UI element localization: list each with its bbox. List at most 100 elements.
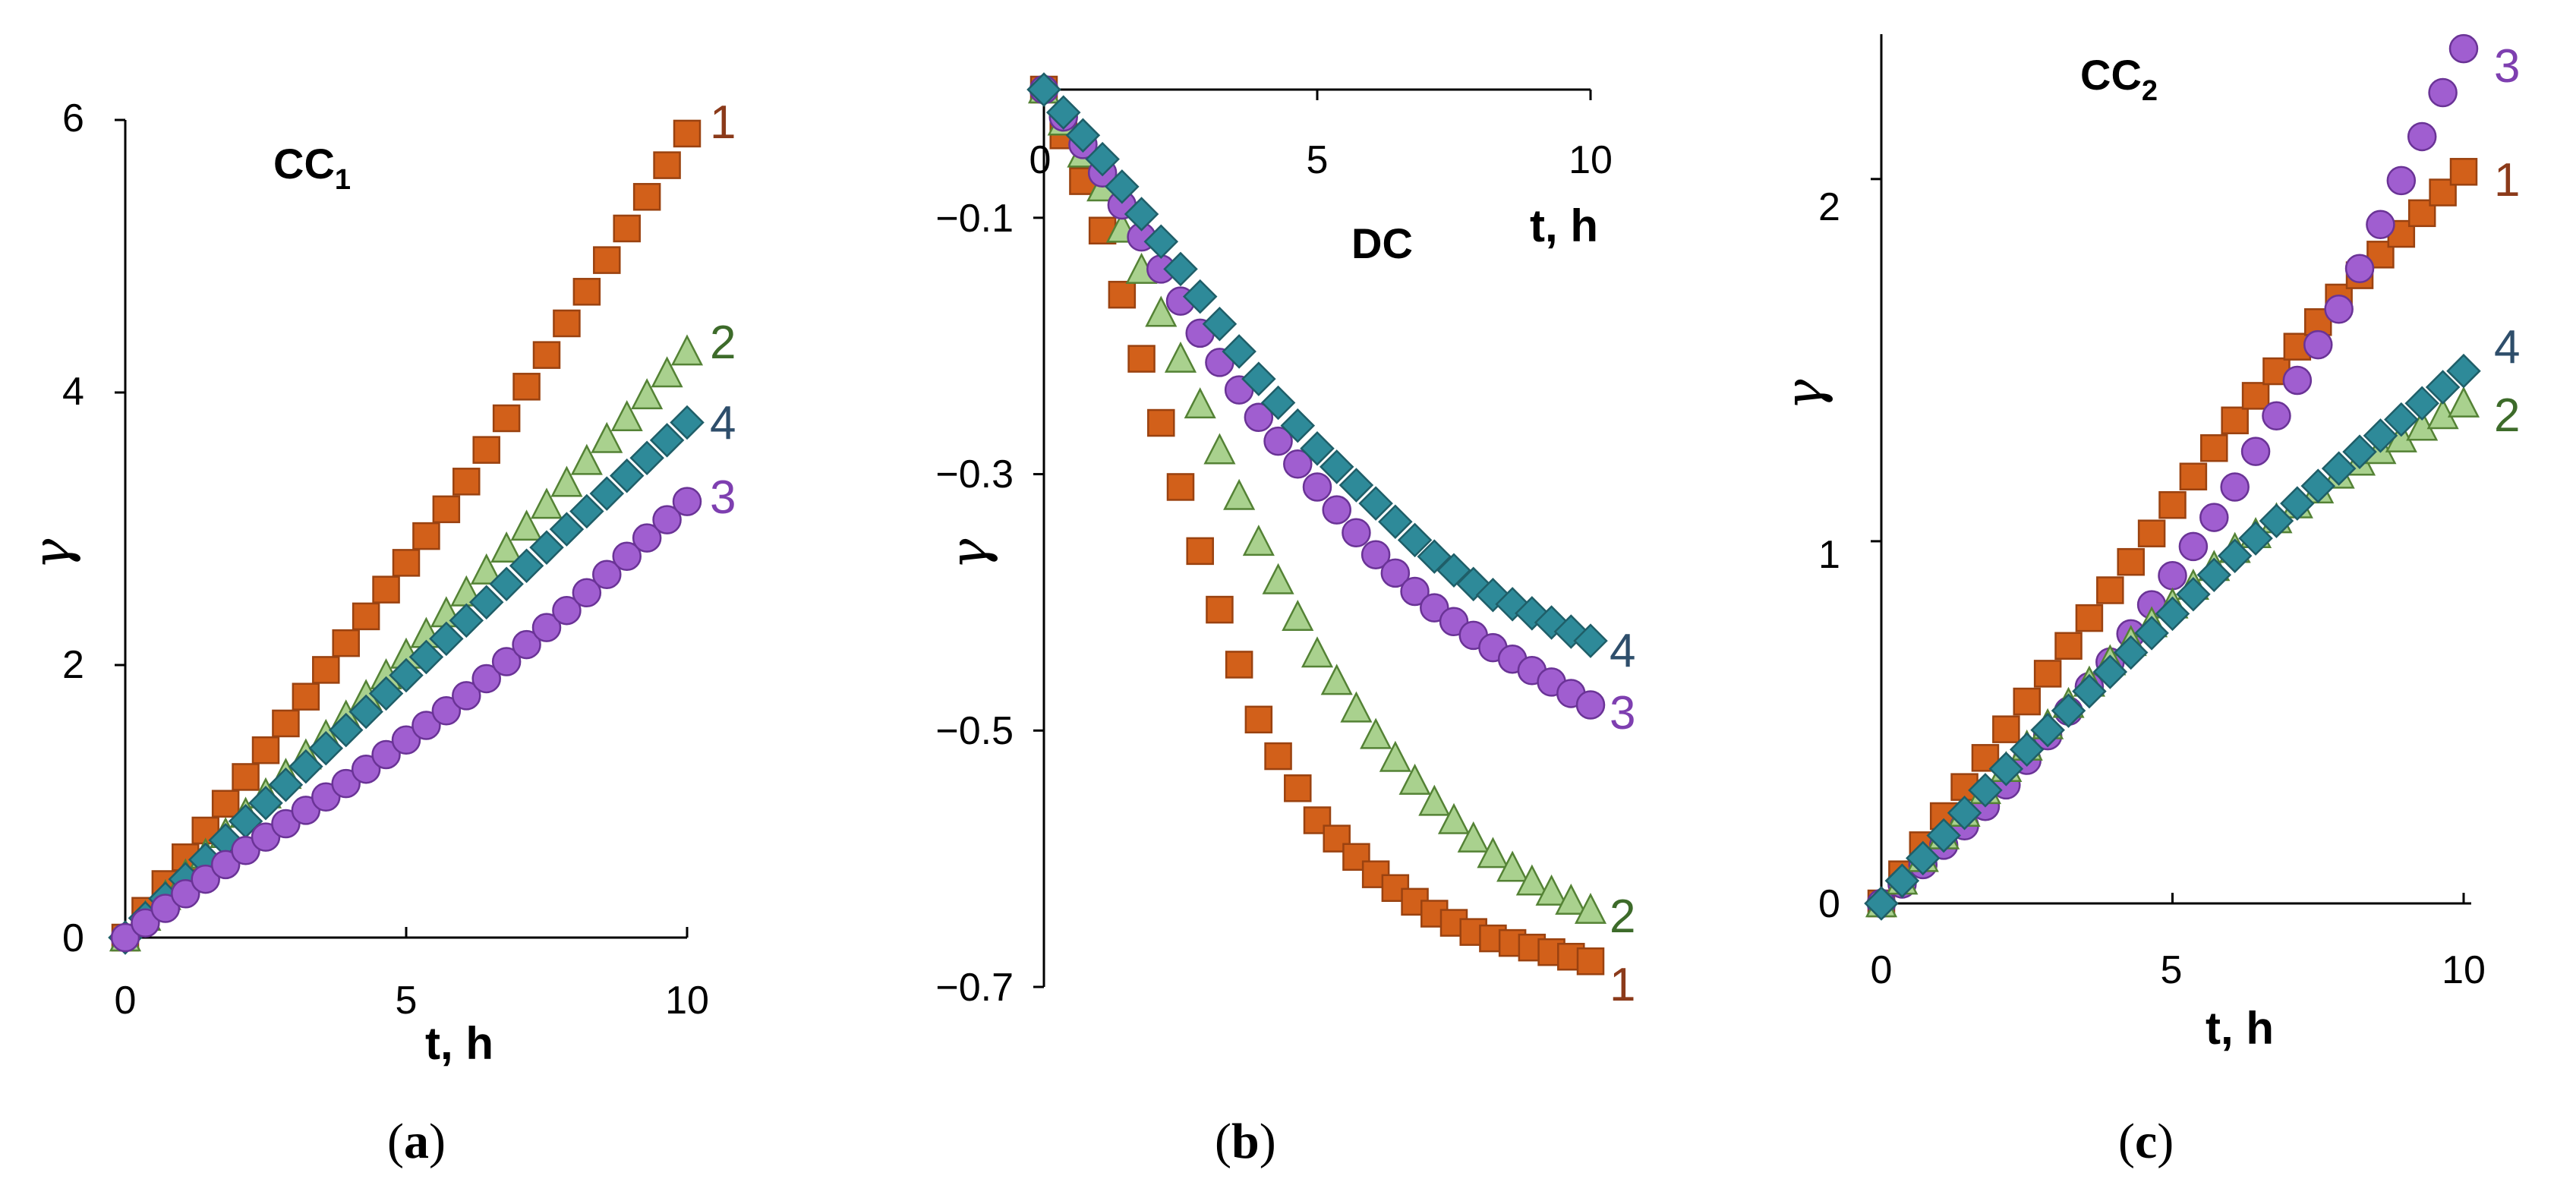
panel-a-series-1-point [412,522,440,550]
panel-b-series-1-point [1108,280,1137,309]
panel-a-series-2-point [631,378,664,410]
panel-a-series-3-point [191,864,220,894]
panel-a-series-3-point [471,664,501,694]
panel-b-series-3-point [1244,402,1274,433]
panel-b-series-2-point [1320,664,1353,695]
panel-a-series-3-point [171,879,200,909]
panel-b-series-4-point [1202,306,1238,342]
panel-b-series-4-point [1280,408,1316,443]
panel-a-series-4-point [609,458,645,493]
panel-a-series-4-point [348,694,383,730]
panel-a-series-4-point [449,603,484,638]
panel-b-series-label-3: 3 [1610,687,1635,739]
panel-c-series-4 [1864,353,2481,921]
panel-c-series-4-point [2155,596,2190,632]
panel-a-series-4-point [509,548,544,583]
panel-b-series-4-point [1300,431,1335,466]
panel-a-series-4-point [308,730,344,766]
panel-a-series-label-3: 3 [710,471,736,524]
panel-b-series-3-point [1302,472,1332,502]
panel-c: 0 1 2 0 5 10 t, h γ CC2 3 1 4 2 (c) [1775,33,2520,1169]
panel-c-series-4-point [2280,486,2315,521]
panel-b-series-3-point [1322,495,1351,525]
panel-a-series-3-point [150,894,181,923]
panel-b-series-2-point [1184,387,1216,419]
panel-a-series-2-point [550,465,583,497]
panel-a-series-3-point [231,835,260,865]
panel-c-series-4-point [2404,386,2439,421]
panel-b-series-1-point [1284,774,1312,802]
panel-a-series-1-point [572,278,601,306]
panel-a-series-4-point [389,657,424,693]
panel-c-series-4-point [2092,654,2128,689]
panel-c-series-4-point [2113,635,2149,670]
panel-b-series-3-point [1283,449,1313,479]
panel-b-series-4-point [1124,197,1159,232]
panel-c-series-label-4: 4 [2494,321,2520,374]
panel-b-series-label-4: 4 [1610,625,1635,677]
panel-a-series-3-point [131,908,160,938]
panel-b-series-4-point [1065,118,1101,153]
panel-a-series-2-point [570,443,603,475]
panel-b-series-4-point [1436,553,1471,588]
panel-b-ytick-0: −0.1 [935,197,1014,241]
panel-a-series-4-point [489,566,524,602]
panel-a-series-label-4: 4 [710,397,736,449]
panel-a-series-3-point [251,822,281,852]
panel-a-series-3-point [632,523,662,553]
panel-a-series-3-point [512,629,541,660]
panel-b-series-label-1: 1 [1610,959,1635,1011]
panel-c-series-1-point [2013,687,2041,716]
panel-a-series-4-point [589,476,625,511]
panel-c-series-3-point [2178,531,2209,562]
panel-b-ytick-3: −0.7 [935,966,1014,1010]
panel-a-series-4-point [368,676,404,711]
panel-b-series-4-point [1163,251,1198,287]
panel-b-series-4-point [1260,385,1296,421]
panel-a-series-3-point [452,681,481,711]
panel-a-series-3-point [210,850,241,880]
panel-a-ytick-6: 6 [62,96,84,140]
panel-c-series-3-point [2240,437,2271,466]
panel-b-series-4 [1026,72,1608,658]
panel-a: 0 2 4 6 0 5 10 t, h γ CC1 1 2 4 3 (a) [23,96,736,1169]
panel-c-series-3-point [2344,254,2375,283]
panel-b-series-2-point [1398,763,1431,795]
panel-b-series-2-point [1457,821,1490,853]
panel-c-x-label: t, h [2206,1003,2274,1054]
panel-c-series-4-point [2384,402,2419,437]
panel-b-series-3-point [1361,540,1391,569]
panel-c-series-1-point [2221,406,2249,435]
panel-a-series-3-point [411,711,441,740]
panel-a-series-1-point [472,436,500,464]
panel-a-series-3-point [491,647,522,676]
panel-c-series-4-point [2051,693,2086,728]
panel-c-series-4-point [2009,732,2045,768]
panel-c-series-4-point [2196,557,2232,592]
panel-a-series-3-point [652,505,682,534]
panel-a-series-3-point [552,595,582,626]
panel-b-series-label-2: 2 [1610,891,1635,943]
panel-c-series-4-point [2259,503,2294,538]
panel-b-xtick-5: 5 [1307,138,1329,182]
panel-a-xtick-5: 5 [396,979,418,1023]
panel-c-series-1-point [2096,576,2124,604]
panel-b-ytick-2: −0.5 [935,709,1014,753]
panel-a-series-3-point [311,782,341,812]
panel-c-series-2-point [2447,386,2480,418]
panel-c-series-1-point [2033,660,2062,688]
panel-a-series-3-point [331,768,361,799]
panel-c-ytick-2: 2 [1818,185,1840,229]
panel-a-series-1-point [372,575,400,604]
panel-c-series-1-point [2179,462,2208,490]
panel-b: −0.1 −0.3 −0.5 −0.7 0 5 10 t, h DC γ 4 3… [935,72,1635,1169]
panel-b-series-4-point [1338,468,1374,503]
panel-a-series-1-point [532,341,561,369]
panel-a-series-4 [108,405,705,955]
panel-a-series-1-point [593,246,621,274]
panel-a-series-1-point [312,656,340,684]
panel-a-series-4-point [569,493,604,529]
panel-c-series-1-point [2054,632,2083,660]
panel-b-series-1-point [1264,742,1292,771]
panel-b-series-4-point [1378,504,1413,540]
